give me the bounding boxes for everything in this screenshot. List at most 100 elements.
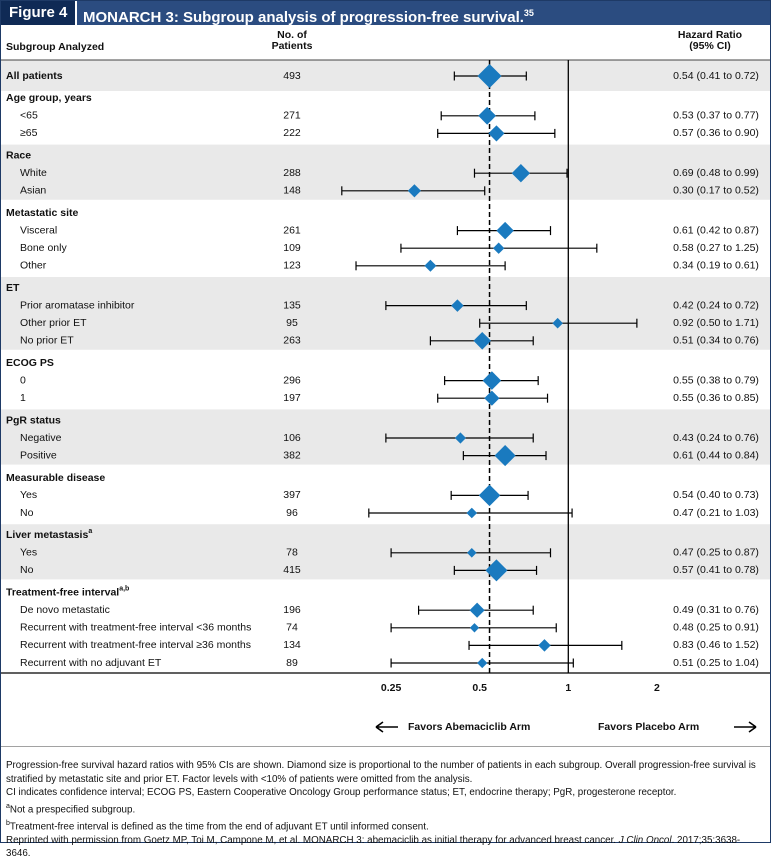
patient-count: 197 (283, 392, 301, 404)
patient-count: 415 (283, 564, 301, 576)
row-label: Recurrent with no adjuvant ET (20, 657, 162, 669)
footnote: bTreatment-free interval is defined as t… (6, 817, 764, 834)
hr-label: 0.54 (0.40 to 0.73) (673, 489, 759, 501)
group-name: Age group, years (6, 92, 92, 104)
figure-label: Figure 4 (1, 1, 78, 25)
row-label: Yes (20, 547, 37, 559)
group-note: a (88, 528, 92, 535)
hr-label: 0.69 (0.48 to 0.99) (673, 167, 759, 179)
patient-count: 382 (283, 449, 301, 461)
hr-label: 0.92 (0.50 to 1.71) (673, 317, 759, 329)
hr-diamond (469, 623, 480, 633)
title-ref: 35 (523, 8, 534, 18)
patient-count: 222 (283, 127, 301, 139)
patient-count: 271 (283, 110, 301, 122)
group-name: Metastatic site (6, 207, 79, 219)
column-header: (95% CI) (689, 40, 730, 52)
x-tick-label: 2 (654, 682, 660, 694)
hr-label: 0.30 (0.17 to 0.52) (673, 185, 759, 197)
footnote: CI indicates confidence interval; ECOG P… (6, 786, 764, 800)
hr-diamond (407, 184, 421, 198)
group-name: Treatment-free interval (6, 586, 119, 598)
row-label: Other prior ET (20, 317, 87, 329)
favor-left: Favors Abemaciclib Arm (408, 721, 530, 733)
hr-diamond (466, 507, 478, 519)
patient-count: 95 (286, 317, 298, 329)
row-label: Bone only (20, 242, 67, 254)
row-label: De novo metastatic (20, 604, 110, 616)
row-label: No (20, 507, 34, 519)
row-shade (1, 144, 770, 200)
hr-diamond (494, 445, 516, 467)
x-tick-label: 1 (565, 682, 571, 694)
group-label: Metastatic site (6, 207, 79, 219)
favor-right: Favors Placebo Arm (598, 721, 699, 733)
row-shade (1, 524, 770, 580)
row-label: Yes (20, 489, 37, 501)
hr-diamond (485, 559, 508, 582)
hr-diamond (424, 259, 437, 272)
hr-label: 0.83 (0.46 to 1.52) (673, 639, 759, 651)
hr-label: 0.61 (0.44 to 0.84) (673, 449, 759, 461)
row-label: Positive (20, 449, 57, 461)
group-label: Race (6, 149, 31, 161)
column-header: No. of (277, 29, 307, 41)
patient-count: 74 (286, 622, 298, 634)
row-label: Visceral (20, 224, 57, 236)
hr-diamond (469, 602, 485, 618)
title-bar: Figure 4 MONARCH 3: Subgroup analysis of… (1, 1, 770, 26)
row-shade (1, 60, 770, 91)
patient-count: 148 (283, 185, 301, 197)
hr-diamond (467, 548, 477, 558)
footnote-text: Reprinted with permission from Goetz MP,… (6, 834, 619, 846)
group-label: ECOG PS (6, 357, 54, 369)
footnote-mark: a (6, 802, 10, 810)
patient-count: 109 (283, 242, 301, 254)
row-shade (1, 277, 770, 350)
hr-diamond (484, 390, 500, 406)
row-label: Other (20, 260, 47, 272)
column-header: Hazard Ratio (678, 29, 742, 41)
hr-diamond (552, 317, 563, 329)
patient-count: 196 (283, 604, 301, 616)
hr-label: 0.58 (0.27 to 1.25) (673, 242, 759, 254)
row-label: All patients (6, 70, 63, 82)
footnote-text: Not a prespecified subgroup. (9, 804, 136, 816)
hr-diamond (538, 639, 551, 652)
hr-diamond (493, 242, 505, 254)
arrow-left (375, 721, 398, 733)
hr-label: 0.43 (0.24 to 0.76) (673, 432, 759, 444)
hr-label: 0.54 (0.41 to 0.72) (673, 70, 759, 82)
patient-count: 106 (283, 432, 301, 444)
row-label: No (20, 564, 34, 576)
patient-count: 263 (283, 335, 301, 347)
group-name: Liver metastasis (6, 529, 88, 541)
arrow-right (734, 721, 757, 733)
hr-label: 0.51 (0.25 to 1.04) (673, 657, 759, 669)
group-label: Treatment-free intervala,b (6, 585, 129, 598)
group-name: Measurable disease (6, 472, 105, 484)
group-label: Measurable disease (6, 472, 105, 484)
row-label: Negative (20, 432, 62, 444)
row-label: No prior ET (20, 335, 74, 347)
row-label: <65 (20, 110, 38, 122)
hr-diamond (496, 221, 514, 240)
hr-label: 0.57 (0.41 to 0.78) (673, 564, 759, 576)
footnote: aNot a prespecified subgroup. (6, 800, 764, 817)
hr-label: 0.51 (0.34 to 0.76) (673, 335, 759, 347)
footnote-text: Treatment-free interval is defined as th… (9, 820, 429, 832)
title-text: MONARCH 3: Subgroup analysis of progress… (83, 9, 524, 26)
group-name: PgR status (6, 414, 61, 426)
hr-diamond (488, 125, 505, 142)
footnote-mark: b (6, 819, 10, 827)
hr-label: 0.47 (0.25 to 0.87) (673, 547, 759, 559)
x-tick-label: 0.25 (381, 682, 402, 694)
hr-label: 0.55 (0.38 to 0.79) (673, 374, 759, 386)
patient-count: 135 (283, 299, 301, 311)
patient-count: 261 (283, 224, 301, 236)
hr-diamond (473, 332, 491, 350)
row-label: Asian (20, 185, 46, 197)
row-label: ≥65 (20, 127, 38, 139)
